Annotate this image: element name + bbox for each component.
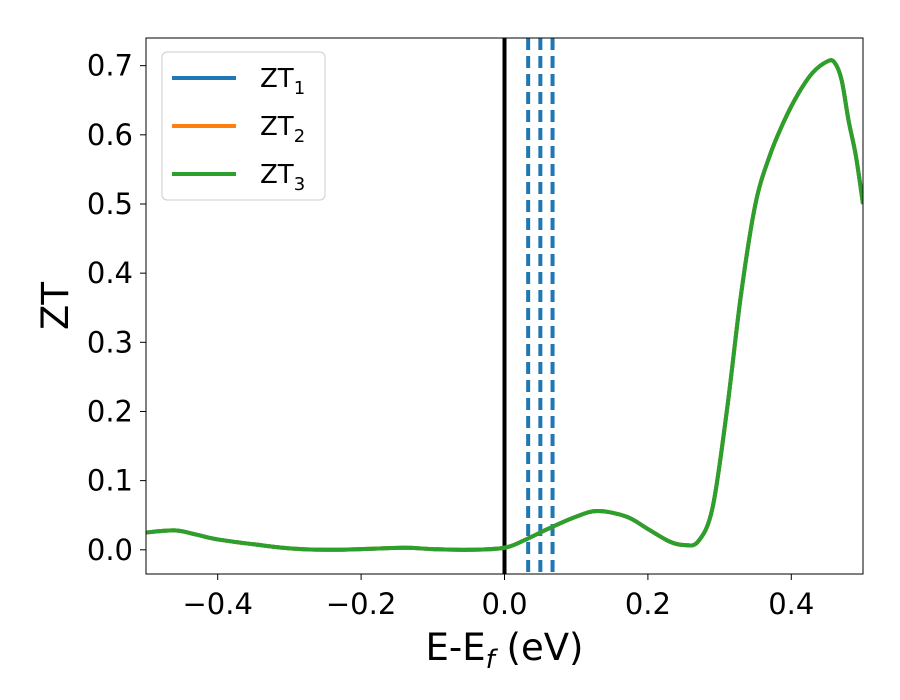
legend-box: [161, 51, 326, 201]
x-tick-label: 0.0: [481, 587, 527, 621]
legend: ZT1 ZT2 ZT3: [161, 51, 326, 201]
x-axis-ticks: −0.4 −0.2 0.0 0.2 0.4: [182, 574, 814, 621]
x-tick-label: 0.2: [625, 587, 671, 621]
y-tick-label: 0.6: [87, 118, 133, 152]
vertical-markers: [502, 38, 555, 574]
y-tick-label: 0.4: [87, 256, 133, 290]
x-tick-label: 0.4: [768, 587, 814, 621]
y-tick-label: 0.5: [87, 187, 133, 221]
y-axis-ticks: 0.0 0.1 0.2 0.3 0.4 0.5 0.6 0.7: [87, 49, 146, 567]
x-axis-label: E-Ef (eV): [426, 626, 584, 675]
y-tick-label: 0.1: [87, 464, 133, 498]
y-tick-label: 0.2: [87, 394, 133, 428]
x-tick-label: −0.2: [326, 587, 396, 621]
legend-entry-label: ZT2: [260, 112, 305, 147]
y-axis-label: ZT: [34, 282, 77, 330]
x-tick-label: −0.4: [182, 587, 252, 621]
y-tick-label: 0.3: [87, 325, 133, 359]
y-tick-label: 0.7: [87, 49, 133, 83]
series-lines: [146, 58, 863, 552]
series-line-3: [146, 58, 863, 552]
legend-entry-label: ZT3: [260, 160, 305, 195]
y-tick-label: 0.0: [87, 533, 133, 567]
legend-entry-label: ZT1: [260, 64, 305, 99]
